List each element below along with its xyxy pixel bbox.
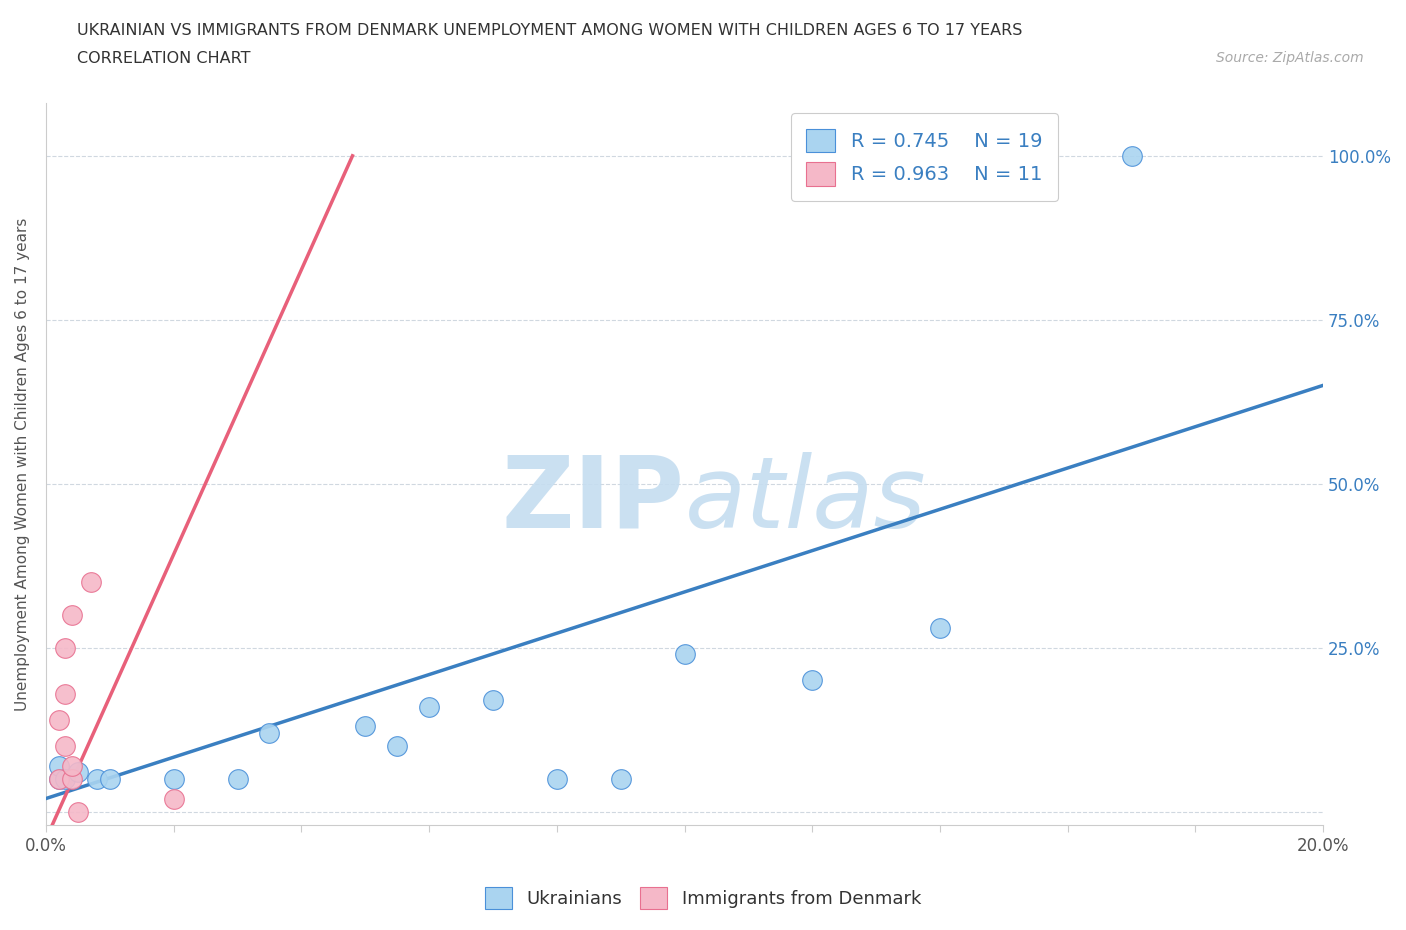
Point: [48, 771, 70, 786]
Point: [546, 771, 568, 786]
Point: [226, 771, 249, 786]
Point: [60, 758, 83, 773]
Point: [354, 719, 377, 734]
Point: [929, 620, 952, 635]
Point: [98, 771, 121, 786]
Point: [418, 699, 440, 714]
Point: [801, 673, 824, 688]
Point: [86, 771, 108, 786]
Point: [53, 771, 76, 786]
Point: [1121, 149, 1143, 164]
Y-axis label: Unemployment Among Women with Children Ages 6 to 17 years: Unemployment Among Women with Children A…: [15, 218, 30, 711]
Text: ZIP: ZIP: [502, 452, 685, 549]
Text: Source: ZipAtlas.com: Source: ZipAtlas.com: [1216, 51, 1364, 65]
Text: atlas: atlas: [685, 452, 927, 549]
Point: [48, 758, 70, 773]
Point: [60, 607, 83, 622]
Point: [163, 771, 186, 786]
Point: [48, 771, 70, 786]
Point: [60, 771, 83, 786]
Point: [259, 725, 281, 740]
Point: [66, 804, 89, 819]
Point: [673, 646, 696, 661]
Point: [609, 771, 631, 786]
Legend: Ukrainians, Immigrants from Denmark: Ukrainians, Immigrants from Denmark: [478, 880, 928, 916]
Point: [482, 693, 505, 708]
Point: [53, 686, 76, 701]
Text: UKRAINIAN VS IMMIGRANTS FROM DENMARK UNEMPLOYMENT AMONG WOMEN WITH CHILDREN AGES: UKRAINIAN VS IMMIGRANTS FROM DENMARK UNE…: [77, 23, 1022, 38]
Point: [53, 738, 76, 753]
Point: [163, 791, 186, 806]
Text: CORRELATION CHART: CORRELATION CHART: [77, 51, 250, 66]
Point: [385, 738, 408, 753]
Point: [79, 575, 101, 590]
Point: [48, 712, 70, 727]
Point: [53, 640, 76, 655]
Legend: R = 0.745    N = 19, R = 0.963    N = 11: R = 0.745 N = 19, R = 0.963 N = 11: [790, 113, 1057, 202]
Point: [66, 764, 89, 779]
